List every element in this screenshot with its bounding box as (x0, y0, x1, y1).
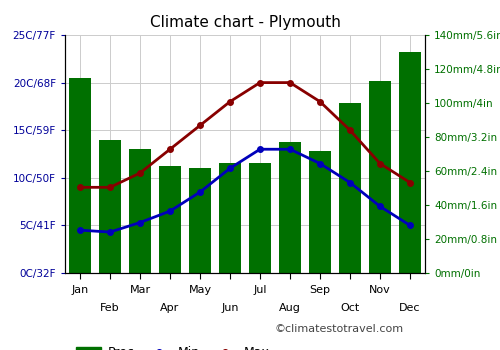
Text: Aug: Aug (279, 303, 301, 313)
Text: Feb: Feb (100, 303, 120, 313)
Text: Jan: Jan (72, 285, 88, 295)
Text: Apr: Apr (160, 303, 180, 313)
Text: Dec: Dec (399, 303, 421, 313)
Bar (159, 166, 181, 273)
Bar (249, 162, 271, 273)
Bar (279, 142, 301, 273)
Bar (99, 140, 121, 273)
Bar (399, 52, 421, 273)
Text: Jun: Jun (221, 303, 239, 313)
Text: ©climatestotravel.com: ©climatestotravel.com (275, 324, 404, 334)
Text: May: May (188, 285, 212, 295)
Title: Climate chart - Plymouth: Climate chart - Plymouth (150, 15, 340, 30)
Legend: Prec, Min, Max: Prec, Min, Max (72, 341, 275, 350)
Bar (339, 103, 361, 273)
Bar (369, 81, 391, 273)
Bar (189, 168, 211, 273)
Text: Nov: Nov (369, 285, 391, 295)
Bar (129, 149, 151, 273)
Text: Sep: Sep (310, 285, 330, 295)
Text: Mar: Mar (130, 285, 150, 295)
Bar (309, 150, 331, 273)
Text: Jul: Jul (254, 285, 267, 295)
Bar (69, 77, 91, 273)
Text: Oct: Oct (340, 303, 359, 313)
Bar (219, 162, 241, 273)
